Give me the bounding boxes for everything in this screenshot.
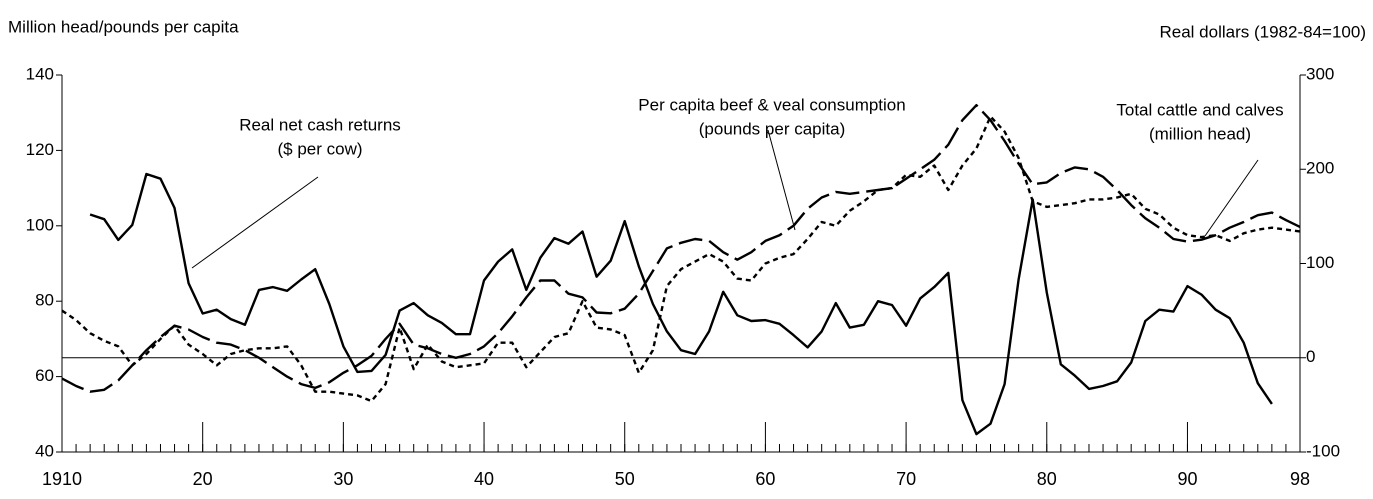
y2-tick-label: 100	[1306, 253, 1334, 272]
series-annotation: Per capita beef & veal consumption	[638, 95, 905, 114]
series-annotation: (pounds per capita)	[699, 119, 845, 138]
y-axis-label: Million head/pounds per capita	[8, 17, 239, 36]
series-annotation: ($ per cow)	[277, 139, 362, 158]
x-tick-label: 30	[333, 469, 353, 489]
y-tick-label: 140	[26, 64, 54, 83]
x-tick-label: 80	[1037, 469, 1057, 489]
y2-tick-label: 0	[1306, 347, 1315, 366]
x-tick-label: 90	[1177, 469, 1197, 489]
y-tick-label: 40	[35, 441, 54, 460]
series-line	[89, 172, 1273, 436]
series-line	[61, 104, 1301, 393]
x-tick-label: 20	[193, 469, 213, 489]
annotation-leader	[1204, 159, 1259, 237]
y-tick-label: 80	[35, 291, 54, 310]
series-line	[61, 115, 1301, 403]
y2-tick-label: 300	[1306, 64, 1334, 83]
y2-tick-label: -100	[1306, 441, 1340, 460]
annotation-leader	[767, 129, 796, 231]
x-tick-label: 98	[1290, 469, 1310, 489]
y-tick-label: 120	[26, 140, 54, 159]
y2-axis-label: Real dollars (1982-84=100)	[1160, 22, 1367, 41]
x-tick-label: 70	[896, 469, 916, 489]
annotation-leader	[191, 176, 319, 269]
y-tick-label: 100	[26, 215, 54, 234]
y-tick-label: 60	[35, 366, 54, 385]
series-annotation: (million head)	[1149, 124, 1251, 143]
x-tick-label: 50	[615, 469, 635, 489]
series-annotation: Total cattle and calves	[1116, 100, 1283, 119]
y2-tick-label: 200	[1306, 159, 1334, 178]
x-tick-label: 60	[755, 469, 775, 489]
x-tick-label: 1910	[42, 469, 82, 489]
series-annotation: Real net cash returns	[239, 115, 401, 134]
x-tick-label: 40	[474, 469, 494, 489]
